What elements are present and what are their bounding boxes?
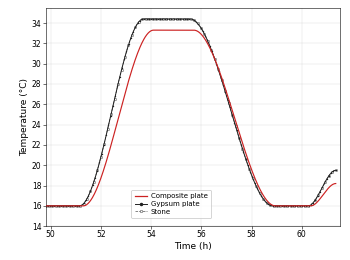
Y-axis label: Temperature (°C): Temperature (°C)	[20, 78, 29, 156]
Legend: Composite plate, Gypsum plate, Stone: Composite plate, Gypsum plate, Stone	[131, 190, 211, 218]
X-axis label: Time (h): Time (h)	[174, 242, 211, 251]
